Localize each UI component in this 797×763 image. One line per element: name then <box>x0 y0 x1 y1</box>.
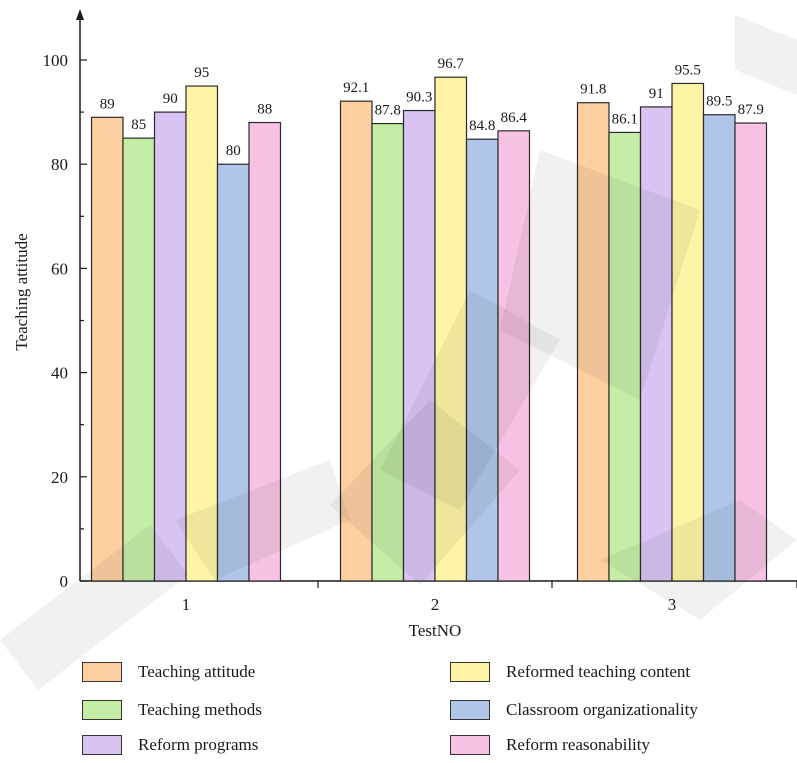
bar <box>371 122 405 582</box>
bar <box>702 114 736 582</box>
bar-value-label: 86.4 <box>501 110 528 126</box>
bar-value-label: 95 <box>194 65 209 81</box>
bar <box>122 137 156 582</box>
bar-value-label: 86.1 <box>612 111 638 127</box>
bar-value-label: 91 <box>649 86 664 102</box>
bar <box>608 131 642 582</box>
bar <box>339 100 373 582</box>
bar-value-label: 87.8 <box>375 103 401 119</box>
data-labels: 89 85 90 95 80 88 92.1 87.8 90.3 96.7 84.8 86.4 91.8… <box>100 56 764 159</box>
bar-value-label: 85 <box>131 117 146 133</box>
bar-value-label: 90.3 <box>406 90 432 106</box>
bar <box>576 102 610 582</box>
bar <box>90 116 124 582</box>
bar <box>465 138 499 582</box>
bar-value-label: 89.5 <box>706 94 732 110</box>
x-axis-label: TestNO <box>409 621 462 640</box>
bar-value-label: 96.7 <box>438 56 465 72</box>
bar <box>497 130 531 582</box>
bar-value-label: 95.5 <box>675 62 701 78</box>
bar-value-label: 89 <box>100 96 115 112</box>
bar-value-label: 84.8 <box>469 118 495 134</box>
bar-value-label: 80 <box>226 143 241 159</box>
x-tick-label: 2 <box>431 595 440 614</box>
y-tick-label: 80 <box>51 155 68 174</box>
bar <box>248 121 282 582</box>
y-tick-label: 20 <box>51 468 68 487</box>
bar <box>434 76 468 582</box>
y-axis-arrow <box>76 9 84 20</box>
bar <box>734 122 768 582</box>
y-axis-label: Teaching attitude <box>12 233 31 350</box>
bar <box>153 111 187 582</box>
bar-value-label: 92.1 <box>343 80 369 96</box>
bars <box>90 76 768 582</box>
bar <box>402 109 436 582</box>
y-tick-label: 60 <box>51 259 68 278</box>
bar <box>185 85 219 582</box>
y-tick-label: 0 <box>60 572 69 591</box>
x-tick-label: 1 <box>182 595 191 614</box>
bar <box>639 106 673 582</box>
bar-value-label: 87.9 <box>738 102 764 118</box>
bar-value-label: 90 <box>163 91 178 107</box>
y-tick-label: 40 <box>51 364 68 383</box>
bar <box>671 82 705 582</box>
bar-value-label: 91.8 <box>580 82 606 98</box>
bar-value-label: 88 <box>257 102 272 118</box>
y-tick-label: 100 <box>43 51 69 70</box>
x-tick-label: 3 <box>668 595 677 614</box>
bar <box>216 163 250 582</box>
